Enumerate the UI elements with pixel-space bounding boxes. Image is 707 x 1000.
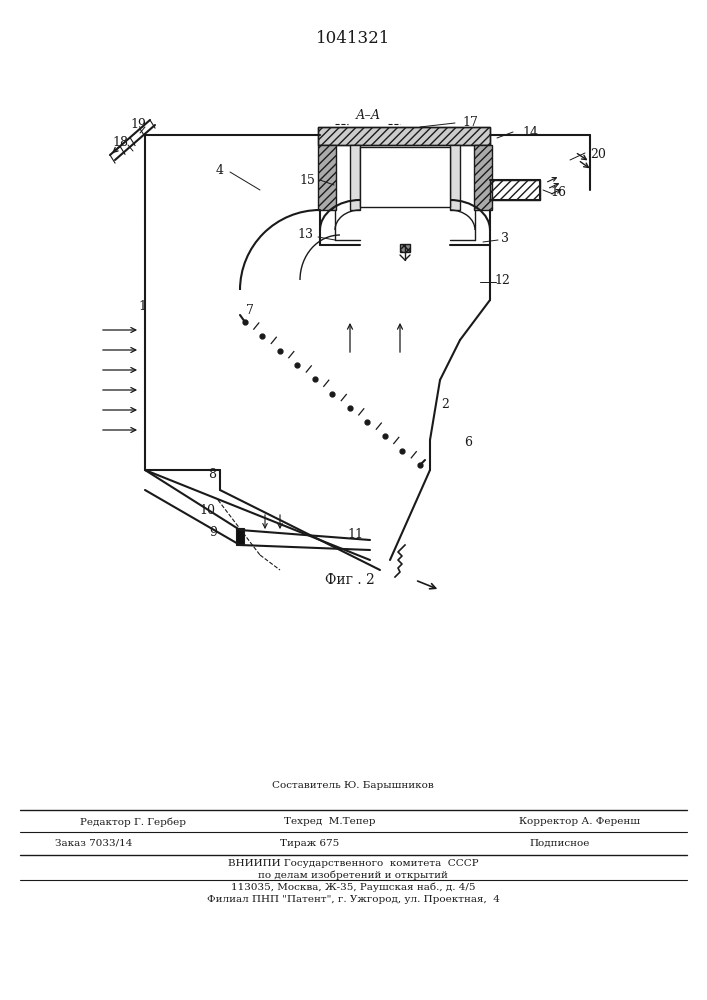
Text: по делам изобретений и открытий: по делам изобретений и открытий [258, 870, 448, 880]
Text: Тираж 675: Тираж 675 [281, 838, 339, 848]
Text: 6: 6 [464, 436, 472, 450]
Bar [450, 145, 460, 210]
Text: 2: 2 [441, 398, 449, 412]
Text: 16: 16 [550, 186, 566, 198]
Bar [490, 180, 540, 200]
Text: Фиг . 2: Фиг . 2 [325, 573, 375, 587]
Text: Корректор А. Ференш: Корректор А. Ференш [520, 818, 641, 826]
Text: Техред  М.Тепер: Техред М.Тепер [284, 818, 375, 826]
Text: 19: 19 [130, 117, 146, 130]
Text: 9: 9 [209, 526, 217, 538]
Text: 7: 7 [246, 304, 254, 316]
Text: 11: 11 [347, 528, 363, 542]
Text: 18: 18 [112, 135, 128, 148]
Text: 8: 8 [208, 468, 216, 482]
Text: 12: 12 [494, 273, 510, 286]
Bar [318, 127, 490, 145]
Text: 17: 17 [462, 115, 478, 128]
Text: ВНИИПИ Государственного  комитета  СССР: ВНИИПИ Государственного комитета СССР [228, 858, 479, 867]
Bar [400, 244, 410, 252]
Text: 1: 1 [138, 300, 146, 314]
Text: 113035, Москва, Ж-35, Раушская наб., д. 4/5: 113035, Москва, Ж-35, Раушская наб., д. … [230, 882, 475, 892]
Text: 20: 20 [590, 148, 606, 161]
Bar [474, 145, 492, 210]
Text: Редактор Г. Гербер: Редактор Г. Гербер [80, 817, 186, 827]
Text: 1041321: 1041321 [316, 30, 390, 47]
Text: 10: 10 [199, 504, 215, 516]
Text: Составитель Ю. Барышников: Составитель Ю. Барышников [272, 781, 434, 790]
Text: 4: 4 [216, 163, 224, 176]
Text: Заказ 7033/14: Заказ 7033/14 [55, 838, 132, 848]
Bar [318, 127, 490, 145]
Text: 14: 14 [522, 125, 538, 138]
Text: 15: 15 [299, 174, 315, 186]
Text: 3: 3 [501, 232, 509, 244]
Text: А–А: А–А [356, 109, 380, 122]
Bar [236, 528, 244, 545]
Bar [350, 145, 360, 210]
Text: 13: 13 [297, 229, 313, 241]
Text: Подписное: Подписное [530, 838, 590, 848]
Bar [318, 145, 336, 210]
Text: Филиал ПНП "Патент", г. Ужгород, ул. Проектная,  4: Филиал ПНП "Патент", г. Ужгород, ул. Про… [206, 896, 499, 904]
Bar [360, 147, 450, 207]
